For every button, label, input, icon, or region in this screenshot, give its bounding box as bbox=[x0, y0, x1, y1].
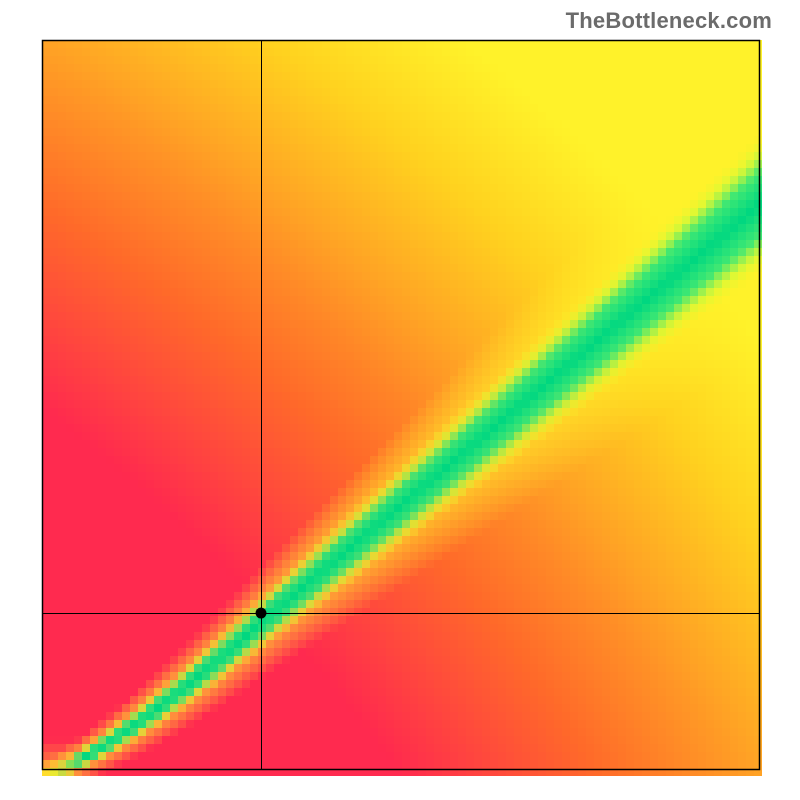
bottleneck-heatmap bbox=[0, 0, 800, 800]
watermark-label: TheBottleneck.com bbox=[566, 8, 772, 34]
